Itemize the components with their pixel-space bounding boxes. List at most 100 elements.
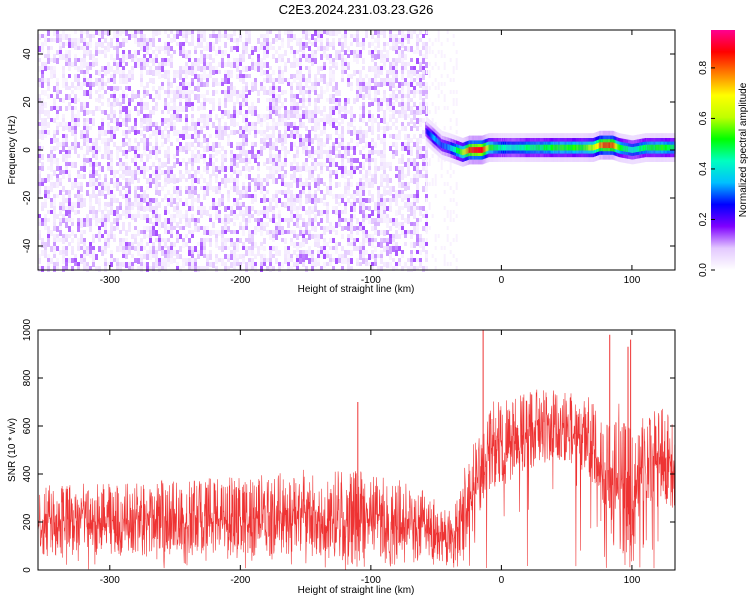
noise-cell xyxy=(350,226,353,231)
noise-cell xyxy=(167,74,170,79)
noise-cell xyxy=(188,230,191,234)
noise-cell xyxy=(437,94,440,98)
noise-cell xyxy=(401,170,404,176)
noise-cell xyxy=(134,30,137,34)
noise-cell xyxy=(344,146,347,152)
noise-cell xyxy=(83,90,86,96)
noise-cell xyxy=(368,118,371,122)
noise-cell xyxy=(122,42,125,47)
noise-cell xyxy=(110,110,113,114)
noise-cell xyxy=(245,262,248,268)
noise-cell xyxy=(410,138,413,143)
noise-cell xyxy=(299,66,302,70)
noise-cell xyxy=(416,110,419,115)
noise-cell xyxy=(293,74,296,78)
noise-cell xyxy=(302,30,305,35)
noise-cell xyxy=(86,62,89,68)
noise-cell xyxy=(218,182,221,186)
signal-cell xyxy=(488,144,490,151)
noise-cell xyxy=(59,90,62,94)
noise-cell xyxy=(77,38,80,43)
noise-cell xyxy=(254,134,257,138)
noise-cell xyxy=(362,82,365,88)
noise-cell xyxy=(323,46,326,50)
noise-cell xyxy=(245,210,248,216)
noise-cell xyxy=(416,50,419,54)
noise-cell xyxy=(122,174,125,180)
noise-cell xyxy=(395,222,398,228)
noise-cell xyxy=(41,102,44,106)
noise-cell xyxy=(344,150,347,154)
noise-cell xyxy=(86,250,89,256)
noise-cell xyxy=(338,106,341,110)
noise-cell xyxy=(254,198,257,202)
noise-cell xyxy=(263,134,266,140)
noise-cell xyxy=(419,134,422,138)
noise-cell xyxy=(38,34,41,40)
noise-cell xyxy=(251,50,254,55)
noise-cell xyxy=(128,138,131,142)
noise-cell xyxy=(194,226,197,232)
noise-cell xyxy=(245,186,248,192)
noise-cell xyxy=(107,234,110,238)
noise-cell xyxy=(320,190,323,194)
noise-cell xyxy=(116,102,119,106)
noise-cell xyxy=(197,194,200,198)
noise-cell xyxy=(242,50,245,54)
noise-cell xyxy=(137,42,140,47)
noise-cell xyxy=(191,34,194,40)
noise-cell xyxy=(299,166,302,172)
noise-cell xyxy=(335,242,338,247)
noise-cell xyxy=(275,170,278,174)
noise-cell xyxy=(155,142,158,147)
noise-cell xyxy=(311,206,314,210)
noise-cell xyxy=(185,102,188,107)
noise-cell xyxy=(344,186,347,191)
noise-cell xyxy=(380,194,383,198)
noise-cell xyxy=(308,134,311,140)
noise-cell xyxy=(74,54,77,58)
noise-cell xyxy=(101,110,104,114)
noise-cell xyxy=(203,226,206,230)
noise-cell xyxy=(68,62,71,67)
noise-cell xyxy=(308,166,311,170)
noise-cell xyxy=(134,162,137,166)
noise-cell xyxy=(74,234,77,238)
noise-cell xyxy=(383,142,386,147)
noise-cell xyxy=(209,154,212,158)
noise-cell xyxy=(248,54,251,59)
noise-cell xyxy=(191,194,194,198)
noise-cell xyxy=(167,218,170,224)
noise-cell xyxy=(197,138,200,142)
noise-cell xyxy=(47,226,50,232)
noise-cell xyxy=(203,114,206,120)
noise-cell xyxy=(371,98,374,102)
noise-cell xyxy=(416,138,419,142)
noise-cell xyxy=(350,74,353,79)
noise-cell xyxy=(245,154,248,160)
noise-cell xyxy=(401,142,404,147)
noise-cell xyxy=(146,242,149,246)
noise-cell xyxy=(359,206,362,210)
noise-cell xyxy=(341,158,344,162)
signal-cell xyxy=(499,144,501,151)
signal-cell xyxy=(454,146,456,153)
noise-cell xyxy=(359,126,362,131)
noise-cell xyxy=(413,90,416,96)
noise-cell xyxy=(203,82,206,87)
noise-cell xyxy=(113,174,116,178)
noise-cell xyxy=(119,242,122,247)
noise-cell xyxy=(218,198,221,204)
noise-cell xyxy=(155,174,158,179)
noise-cell xyxy=(401,266,404,271)
noise-cell xyxy=(326,250,329,254)
noise-cell xyxy=(332,246,335,250)
noise-cell xyxy=(179,50,182,56)
noise-cell xyxy=(224,34,227,38)
noise-cell xyxy=(149,42,152,46)
noise-cell xyxy=(47,50,50,55)
noise-cell xyxy=(371,130,374,135)
noise-cell xyxy=(398,194,401,198)
noise-cell xyxy=(209,230,212,236)
noise-cell xyxy=(236,190,239,195)
